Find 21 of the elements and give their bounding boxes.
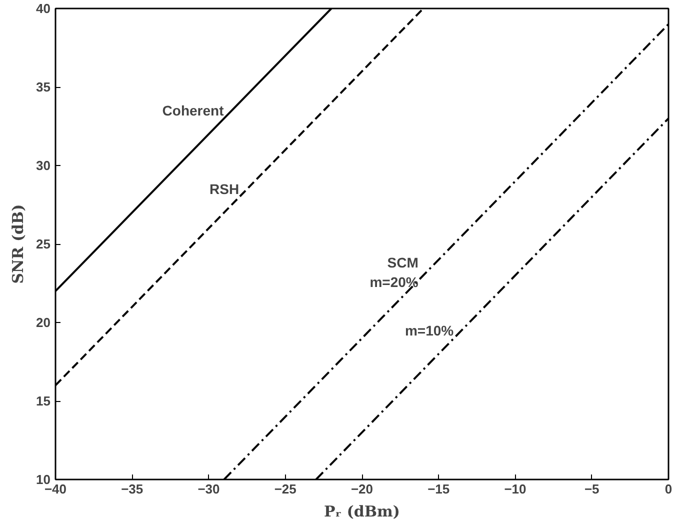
- y-tick-label: 40: [36, 1, 51, 16]
- x-tick-label: −10: [504, 482, 526, 496]
- annotation: Coherent: [162, 102, 224, 119]
- x-tick-label: −25: [274, 482, 296, 496]
- y-tick-label: 30: [36, 158, 51, 173]
- y-axis-title: SNR (dB): [9, 204, 28, 284]
- x-tick-label: −20: [350, 482, 374, 496]
- x-tick-label: 0: [664, 482, 672, 496]
- y-tick-label: 35: [36, 80, 51, 94]
- x-tick-label: −5: [584, 482, 600, 496]
- x-tick-label: −35: [121, 482, 144, 496]
- x-tick-label: −15: [428, 482, 450, 496]
- y-tick-label: 20: [36, 315, 51, 330]
- y-tick-label: 25: [36, 236, 51, 252]
- annotation: SCM m=20%: [370, 254, 419, 290]
- annotation: m=10%: [404, 322, 454, 338]
- x-tick-label: −30: [198, 482, 220, 496]
- x-axis-title: Pᵣ (dBm): [324, 502, 400, 520]
- y-tick-label: 15: [36, 394, 51, 408]
- annotation: RSH: [210, 181, 240, 198]
- y-tick-label: 10: [36, 472, 51, 487]
